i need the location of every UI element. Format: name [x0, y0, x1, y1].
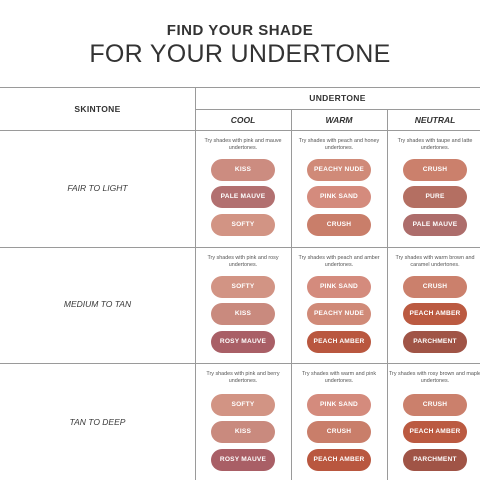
shade-swatch-softy[interactable]: SOFTY — [211, 394, 275, 416]
shade-swatch-pink-sand[interactable]: PINK SAND — [307, 276, 371, 298]
shade-swatch-crush[interactable]: CRUSH — [403, 276, 467, 298]
shade-table: SKINTONE UNDERTONE COOL WARM NEUTRAL FAI… — [0, 87, 480, 480]
cell-fair-cool: Try shades with pink and mauve undertone… — [195, 130, 291, 247]
title-line-1: FIND YOUR SHADE — [166, 22, 314, 39]
shade-swatch-kiss[interactable]: KISS — [211, 303, 275, 325]
cell-deep-neutral: Try shades with rosy brown and maple und… — [387, 363, 480, 480]
column-header-cool: COOL — [230, 115, 256, 125]
shade-swatch-crush[interactable]: CRUSH — [403, 159, 467, 181]
shade-swatch-crush[interactable]: CRUSH — [307, 421, 371, 443]
shade-swatch-peachy-nude[interactable]: PEACHY NUDE — [307, 303, 371, 325]
header-bottom-border — [0, 130, 480, 131]
row-divider-2 — [0, 363, 480, 364]
shade-swatch-peachy-nude[interactable]: PEACHY NUDE — [307, 159, 371, 181]
shade-swatch-pale-mauve[interactable]: PALE MAUVE — [403, 214, 467, 236]
shade-swatch-crush[interactable]: CRUSH — [307, 214, 371, 236]
column-header-neutral: NEUTRAL — [414, 115, 456, 125]
shade-swatch-pure-hollywood[interactable]: PURE HOLLYWOOD — [403, 186, 467, 222]
row-divider-1 — [0, 247, 480, 248]
skintone-column-border — [195, 87, 196, 480]
cell-deep-cool: Try shades with pink and berry undertone… — [195, 363, 291, 480]
shade-swatch-crush[interactable]: CRUSH — [403, 394, 467, 416]
shade-swatch-softy[interactable]: SOFTY — [211, 214, 275, 236]
shade-swatch-parchment[interactable]: PARCHMENT — [403, 449, 467, 471]
skintone-header: SKINTONE — [74, 104, 121, 114]
cell-note: Try shades with warm and pink undertones… — [301, 371, 377, 384]
cell-medium-neutral: Try shades with warm brown and caramel u… — [387, 247, 480, 363]
cell-fair-neutral: Try shades with taupe and latte underton… — [387, 130, 480, 247]
cell-note: Try shades with pink and rosy undertones… — [207, 255, 279, 268]
shade-swatch-parchment[interactable]: PARCHMENT — [403, 331, 467, 353]
cell-note: Try shades with pink and mauve undertone… — [204, 138, 282, 151]
cell-note: Try shades with taupe and latte underton… — [397, 138, 473, 151]
shade-swatch-pink-sand[interactable]: PINK SAND — [307, 394, 371, 416]
shade-swatch-kiss[interactable]: KISS — [211, 421, 275, 443]
column-header-warm: WARM — [325, 115, 353, 125]
skintone-label-medium-to-tan: MEDIUM TO TAN — [63, 299, 132, 309]
shade-swatch-rosy-mauve[interactable]: ROSY MAUVE — [211, 331, 275, 353]
shade-swatch-peach-amber[interactable]: PEACH AMBER — [307, 331, 371, 353]
cell-note: Try shades with pink and berry undertone… — [206, 371, 280, 384]
skintone-label-fair-to-light: FAIR TO LIGHT — [67, 183, 128, 193]
shade-swatch-softy[interactable]: SOFTY — [211, 276, 275, 298]
cell-note: Try shades with warm brown and caramel u… — [395, 255, 475, 268]
shade-swatch-peach-amber[interactable]: PEACH AMBER — [403, 303, 467, 325]
shade-swatch-pink-sand[interactable]: PINK SAND — [307, 186, 371, 208]
table-top-border — [0, 87, 480, 88]
cell-note: Try shades with peach and amber underton… — [298, 255, 380, 268]
shade-swatch-peach-amber[interactable]: PEACH AMBER — [307, 449, 371, 471]
title-line-2: FOR YOUR UNDERTONE — [89, 40, 391, 68]
undertone-header: UNDERTONE — [309, 93, 366, 103]
skintone-label-tan-to-deep: TAN TO DEEP — [69, 417, 126, 427]
undertone-divider — [195, 109, 480, 110]
cell-medium-cool: Try shades with pink and rosy undertones… — [195, 247, 291, 363]
cool-warm-border — [291, 109, 292, 480]
shade-swatch-pale-mauve[interactable]: PALE MAUVE — [211, 186, 275, 208]
warm-neutral-border — [387, 109, 388, 480]
cell-deep-warm: Try shades with warm and pink undertones… — [291, 363, 387, 480]
shade-swatch-kiss[interactable]: KISS — [211, 159, 275, 181]
shade-swatch-rosy-mauve[interactable]: ROSY MAUVE — [211, 449, 275, 471]
cell-note: Try shades with rosy brown and maple und… — [388, 371, 480, 384]
cell-note: Try shades with peach and honey underton… — [298, 138, 380, 151]
cell-fair-warm: Try shades with peach and honey underton… — [291, 130, 387, 247]
cell-medium-warm: Try shades with peach and amber underton… — [291, 247, 387, 363]
shade-swatch-peach-amber[interactable]: PEACH AMBER — [403, 421, 467, 443]
